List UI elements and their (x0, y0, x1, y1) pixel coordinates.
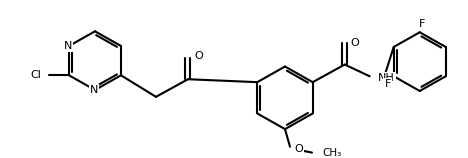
Text: NH: NH (378, 73, 395, 83)
Text: F: F (418, 19, 425, 29)
Text: O: O (294, 144, 303, 154)
Text: O: O (351, 38, 359, 48)
Text: O: O (194, 51, 203, 61)
Text: CH₃: CH₃ (322, 148, 341, 158)
Text: N: N (64, 41, 72, 51)
Text: N: N (90, 85, 98, 95)
Text: F: F (385, 79, 391, 89)
Text: Cl: Cl (30, 70, 41, 80)
